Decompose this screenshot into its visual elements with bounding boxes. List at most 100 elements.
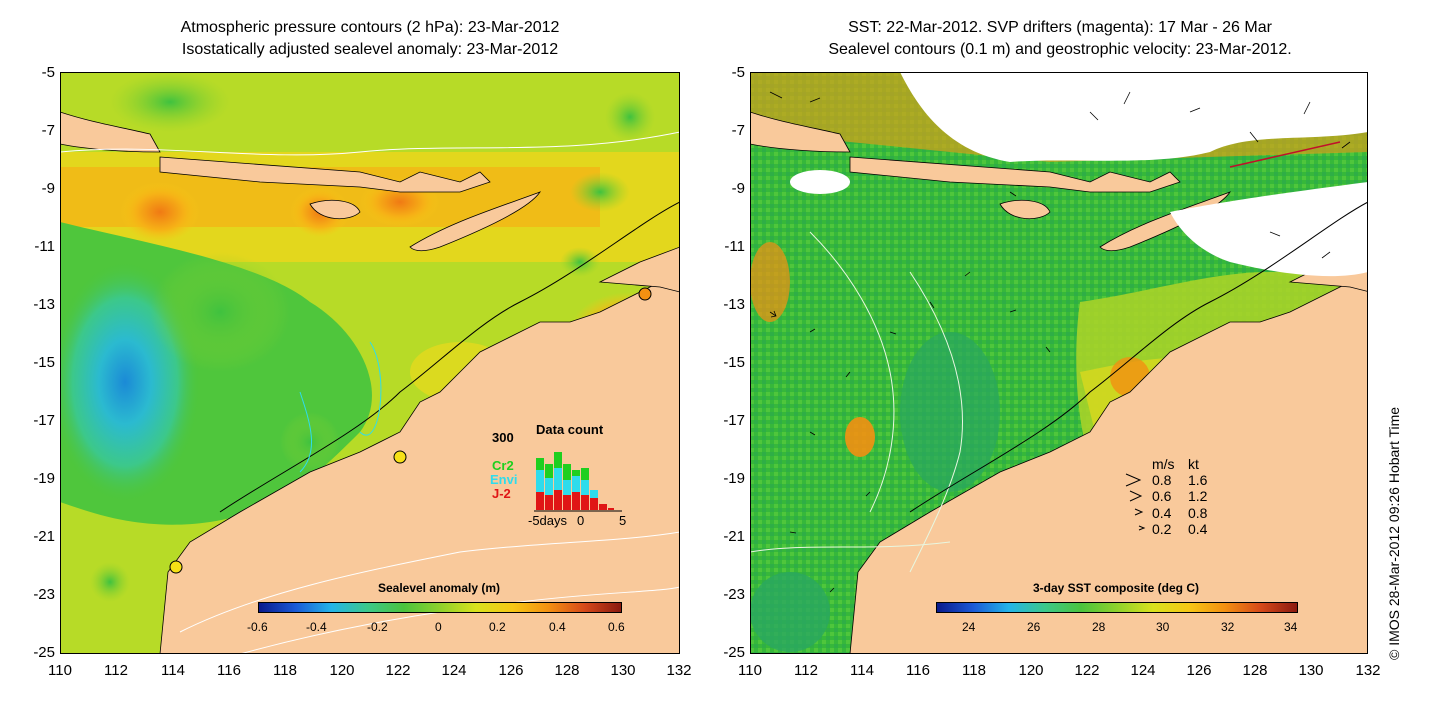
right-y-tick: -11 <box>724 238 745 255</box>
bar-cr2 <box>572 470 580 476</box>
bar-j2 <box>581 495 589 510</box>
left-colorbar-tick: -0.2 <box>367 620 388 634</box>
data-source-j2: J-2 <box>492 486 511 501</box>
bar-j2 <box>536 492 544 510</box>
left-x-tick: 130 <box>610 662 636 679</box>
right-colorbar-tick: 26 <box>1027 620 1041 634</box>
data-count-xlabel-start: -5days <box>528 513 568 528</box>
right-land-nusa-tenggara <box>849 156 1181 193</box>
left-colorbar-tick: -0.4 <box>306 620 327 634</box>
right-y-tick: -25 <box>723 644 745 661</box>
data-count-bars <box>534 452 622 512</box>
left-land-java <box>60 111 161 153</box>
left-title-line2: Isostatically adjusted sealevel anomaly:… <box>181 41 559 58</box>
speed-arrow-icon <box>1125 473 1142 487</box>
data-count-xlabel-zero: 0 <box>577 513 585 528</box>
right-x-tick: 116 <box>906 662 930 679</box>
left-green-blob <box>90 562 130 602</box>
bar-envi <box>536 470 544 492</box>
left-y-tick: -23 <box>33 586 55 603</box>
right-x-tick: 118 <box>962 662 986 679</box>
right-y-tick: -5 <box>731 64 745 81</box>
left-x-tick: 118 <box>273 662 297 679</box>
right-map <box>750 72 1368 654</box>
left-land-sumba <box>309 199 361 220</box>
right-x-tick: 112 <box>794 662 818 679</box>
speed-legend-kt-header: kt <box>1188 456 1199 472</box>
bar-j2 <box>554 490 562 510</box>
left-green-blob <box>110 72 230 132</box>
right-y-tick: -21 <box>723 528 745 545</box>
bar-cr2 <box>554 452 562 468</box>
right-sealevel-contour <box>909 271 963 573</box>
bar-envi <box>554 468 562 490</box>
left-land-australia <box>159 271 680 654</box>
speed-legend-ms-header: m/s <box>1152 456 1175 472</box>
left-pressure-contour <box>179 531 680 633</box>
bar-cr2 <box>545 464 553 478</box>
data-count-ymax: 300 <box>492 430 514 445</box>
bar-envi <box>581 480 589 495</box>
left-y-tick: -7 <box>41 122 55 139</box>
data-count-xlabel-end: 5 <box>619 513 627 528</box>
speed-ms: 0.8 <box>1152 472 1172 488</box>
left-y-tick: -17 <box>33 412 55 429</box>
left-green-blob <box>150 252 290 372</box>
right-colorbar-title: 3-day SST composite (deg C) <box>1032 581 1200 595</box>
left-x-tick: 132 <box>666 662 692 679</box>
left-colorbar-title: Sealevel anomaly (m) <box>377 581 501 595</box>
left-x-tick: 112 <box>104 662 128 679</box>
left-colorbar-gradient <box>258 602 622 613</box>
right-cloud-cover <box>790 170 850 194</box>
right-y-tick: -15 <box>723 354 745 371</box>
left-green-blob <box>605 92 655 142</box>
left-y-tick: -11 <box>34 238 55 255</box>
left-x-tick: 126 <box>498 662 524 679</box>
right-colorbar-tick: 30 <box>1156 620 1170 634</box>
right-y-tick: -9 <box>731 180 745 197</box>
right-x-tick: 114 <box>850 662 874 679</box>
left-y-tick: -15 <box>33 354 55 371</box>
left-green-blob <box>280 412 340 472</box>
right-hot-spot <box>750 242 790 322</box>
speed-kt: 0.8 <box>1188 505 1208 521</box>
right-y-tick: -19 <box>723 470 745 487</box>
speed-arrow-icon <box>1129 490 1143 502</box>
right-x-tick: 122 <box>1074 662 1100 679</box>
right-isobath <box>909 201 1368 513</box>
left-x-tick: 120 <box>329 662 355 679</box>
right-land-java <box>750 111 851 153</box>
left-y-tick: -19 <box>33 470 55 487</box>
right-x-tick: 132 <box>1355 662 1381 679</box>
left-drifter-track <box>299 341 382 473</box>
left-x-tick: 116 <box>217 662 241 679</box>
left-station-marker <box>169 560 183 574</box>
right-title-line2: Sealevel contours (0.1 m) and geostrophi… <box>828 41 1292 58</box>
bar-j2 <box>563 495 571 510</box>
right-x-tick: 120 <box>1018 662 1044 679</box>
speed-ms: 0.4 <box>1152 505 1172 521</box>
right-y-tick: -17 <box>723 412 745 429</box>
right-sealevel-contour <box>750 541 951 553</box>
speed-kt: 1.6 <box>1188 472 1208 488</box>
right-y-tick: -23 <box>723 586 745 603</box>
right-colorbar-tick: 34 <box>1284 620 1298 634</box>
speed-kt: 0.4 <box>1188 521 1208 537</box>
right-cool-spot <box>750 572 830 652</box>
right-x-tick: 126 <box>1186 662 1212 679</box>
speed-ms: 0.6 <box>1152 488 1172 504</box>
left-title-line1: Atmospheric pressure contours (2 hPa): 2… <box>180 19 560 36</box>
right-y-tick: -7 <box>731 122 745 139</box>
bar-j2 <box>545 495 553 510</box>
bar-envi <box>545 478 553 495</box>
left-map-frame <box>60 72 680 654</box>
bar-envi <box>572 476 580 492</box>
data-source-cr2: Cr2 <box>492 458 514 473</box>
right-velocity-arrows <box>769 91 1351 593</box>
right-x-tick: 128 <box>1242 662 1268 679</box>
right-drifter-track <box>1229 141 1341 168</box>
right-colorbar-gradient <box>936 602 1298 613</box>
right-x-tick: 130 <box>1298 662 1324 679</box>
right-y-tick: -13 <box>723 296 745 313</box>
left-map <box>60 72 680 654</box>
